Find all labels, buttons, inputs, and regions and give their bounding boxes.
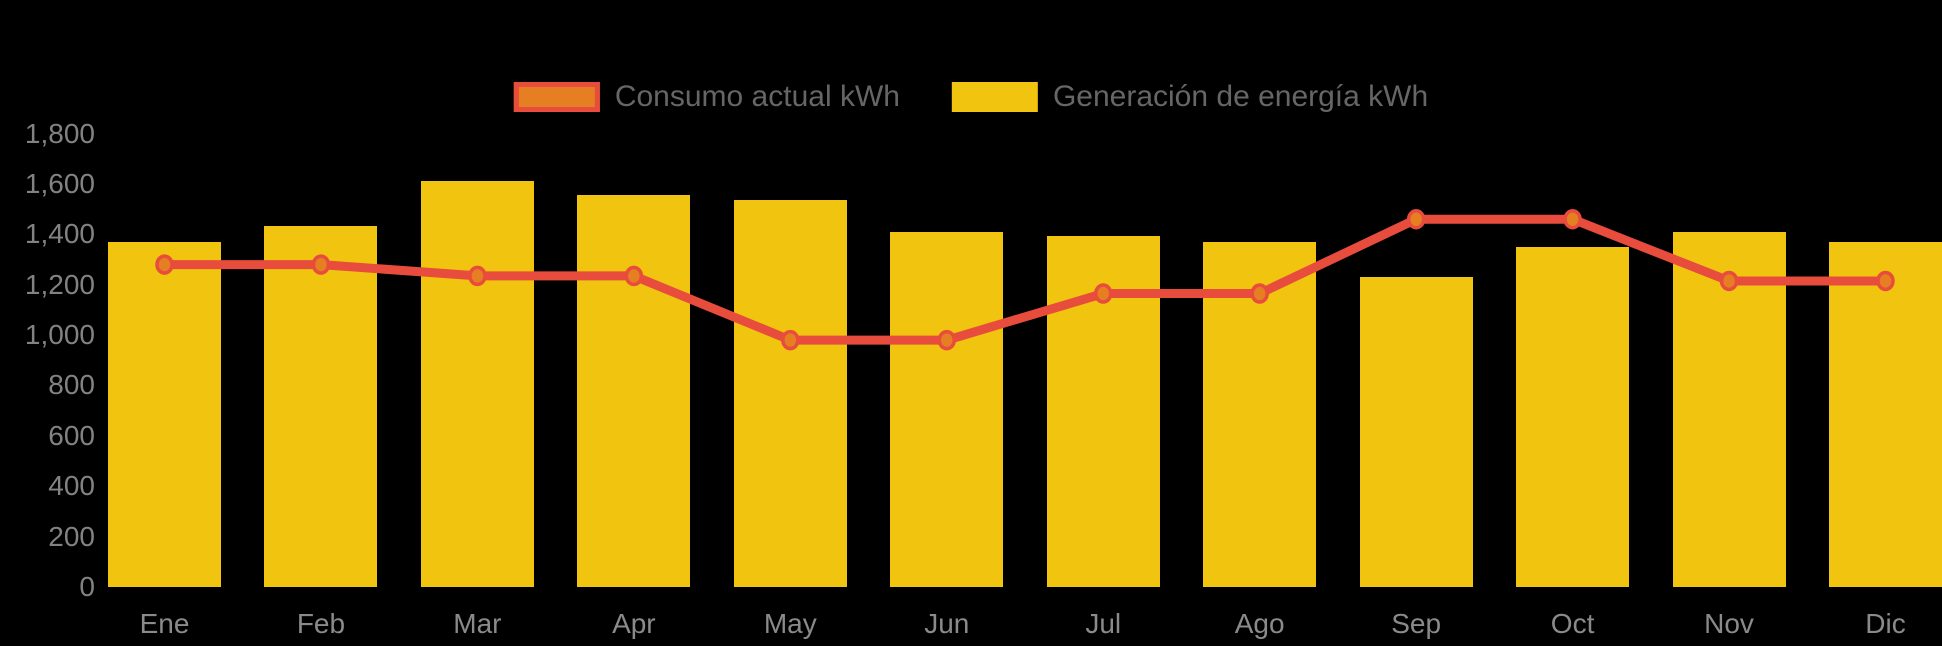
consumo-legend-swatch-icon — [513, 82, 600, 112]
generacion-legend-label: Generación de energía kWh — [1052, 80, 1429, 113]
bar-mar — [420, 181, 534, 587]
y-tick-label: 1,600 — [24, 167, 95, 199]
legend-item-consumo[interactable]: Consumo actual kWh — [513, 80, 900, 114]
x-tick-label-ene: Ene — [139, 608, 190, 639]
bar-feb — [264, 225, 378, 587]
bar-nov — [1672, 231, 1786, 587]
x-tick-label-sep: Sep — [1391, 608, 1442, 639]
y-tick-label: 1,000 — [24, 319, 95, 351]
x-tick-label-oct: Oct — [1550, 608, 1595, 639]
chart-legend: Consumo actual kWh Generación de energía… — [513, 80, 1429, 114]
generacion-legend-swatch-icon — [951, 82, 1038, 112]
y-tick-mark — [108, 232, 115, 236]
y-tick-label: 0 — [79, 571, 95, 602]
x-tick-label-mar: Mar — [453, 608, 502, 639]
y-tick-label: 1,800 — [24, 117, 95, 149]
x-tick-label-ago: Ago — [1234, 608, 1285, 639]
bar-jun — [890, 231, 1004, 587]
bar-apr — [577, 195, 691, 587]
y-tick-mark — [108, 182, 115, 186]
x-tick-label-feb: Feb — [296, 608, 346, 639]
bar-ene — [108, 241, 221, 587]
y-tick-label: 400 — [48, 470, 95, 502]
x-tick-label-may: May — [763, 608, 817, 639]
x-tick-label-jul: Jul — [1085, 608, 1122, 639]
consumo-point-oct — [1563, 208, 1582, 230]
y-tick-mark — [108, 132, 115, 136]
bar-ago — [1203, 241, 1317, 587]
y-tick-label: 600 — [48, 419, 95, 451]
bar-may — [733, 200, 847, 587]
x-tick-label-dic: Dic — [1865, 608, 1906, 639]
y-tick-label: 200 — [48, 520, 95, 552]
consumo-legend-label: Consumo actual kWh — [614, 80, 900, 113]
y-tick-label: 1,200 — [24, 268, 95, 300]
x-tick-label-nov: Nov — [1704, 608, 1754, 639]
y-tick-label: 800 — [48, 369, 95, 401]
consumo-point-sep — [1406, 208, 1426, 230]
y-tick-label: 1,400 — [24, 218, 95, 250]
bar-oct — [1516, 246, 1630, 587]
bar-jul — [1046, 235, 1160, 587]
bar-dic — [1829, 241, 1942, 587]
bar-sep — [1359, 277, 1473, 587]
x-tick-label-jun: Jun — [924, 608, 970, 639]
legend-item-generacion[interactable]: Generación de energía kWh — [951, 80, 1429, 114]
x-tick-label-apr: Apr — [612, 608, 656, 639]
